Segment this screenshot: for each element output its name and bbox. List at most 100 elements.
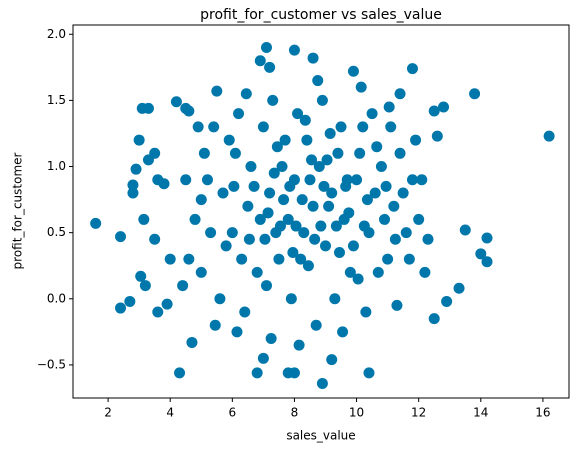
point xyxy=(164,253,176,265)
point xyxy=(416,174,428,186)
point xyxy=(287,247,299,259)
point xyxy=(422,233,434,245)
point xyxy=(135,270,147,282)
point xyxy=(149,233,161,245)
point xyxy=(380,180,392,192)
point xyxy=(307,200,319,212)
point xyxy=(469,88,481,100)
point xyxy=(335,121,347,133)
point xyxy=(282,213,294,225)
point xyxy=(329,293,341,305)
point xyxy=(347,240,359,252)
x-tick-label: 12 xyxy=(411,406,426,420)
point xyxy=(326,187,338,199)
x-tick-label: 14 xyxy=(473,406,488,420)
point xyxy=(138,213,150,225)
y-tick-label: 0.0 xyxy=(47,291,66,305)
point xyxy=(295,253,307,265)
point xyxy=(310,319,322,331)
point xyxy=(251,266,263,278)
x-tick-label: 6 xyxy=(229,406,237,420)
point xyxy=(254,55,266,67)
axes-frame xyxy=(72,24,570,399)
point xyxy=(115,231,127,243)
point xyxy=(90,217,102,229)
point xyxy=(267,94,279,106)
point xyxy=(284,180,296,192)
point xyxy=(343,207,355,219)
point xyxy=(388,200,400,212)
point xyxy=(307,52,319,64)
y-tick-label: 2.0 xyxy=(47,27,66,41)
point xyxy=(372,266,384,278)
point xyxy=(397,187,409,199)
point xyxy=(274,220,286,232)
point xyxy=(318,180,330,192)
point xyxy=(481,256,493,268)
point xyxy=(271,141,283,153)
point xyxy=(326,354,338,366)
point xyxy=(290,220,302,232)
point xyxy=(264,61,276,73)
point xyxy=(316,377,328,389)
point xyxy=(309,233,321,245)
point xyxy=(302,260,314,272)
point xyxy=(355,81,367,93)
point xyxy=(292,108,304,120)
point xyxy=(183,105,195,117)
x-axis-label: sales_value xyxy=(286,429,355,443)
point xyxy=(285,293,297,305)
point xyxy=(389,233,401,245)
point xyxy=(139,280,151,292)
point xyxy=(161,298,173,310)
point xyxy=(236,253,248,265)
point xyxy=(419,266,431,278)
y-axis-label: profit_for_customer xyxy=(11,152,25,269)
point xyxy=(233,108,245,120)
point xyxy=(240,88,252,100)
point xyxy=(257,352,269,364)
point xyxy=(254,213,266,225)
point xyxy=(403,253,415,265)
point xyxy=(358,220,370,232)
point xyxy=(223,134,235,146)
point xyxy=(273,253,285,265)
point xyxy=(379,213,391,225)
point xyxy=(428,313,440,325)
point xyxy=(375,161,387,173)
point xyxy=(262,207,274,219)
y-tick-label: −0.5 xyxy=(37,357,66,371)
point xyxy=(183,253,195,265)
point xyxy=(214,293,226,305)
point xyxy=(369,187,381,199)
point xyxy=(410,134,422,146)
point xyxy=(209,319,221,331)
point xyxy=(438,101,450,113)
point xyxy=(174,367,186,379)
point xyxy=(385,121,397,133)
point xyxy=(366,108,378,120)
point xyxy=(170,96,182,108)
point xyxy=(177,280,189,292)
point xyxy=(481,232,493,244)
point xyxy=(543,130,555,142)
point xyxy=(453,282,465,294)
point xyxy=(220,240,232,252)
point xyxy=(288,367,300,379)
point xyxy=(315,220,327,232)
point xyxy=(257,121,269,133)
point xyxy=(279,134,291,146)
point xyxy=(394,147,406,159)
point xyxy=(208,121,220,133)
x-tick-label: 10 xyxy=(349,406,364,420)
point xyxy=(394,88,406,100)
point xyxy=(127,179,139,191)
point xyxy=(337,326,349,338)
point xyxy=(383,101,395,113)
point xyxy=(239,306,251,318)
point xyxy=(198,147,210,159)
point xyxy=(278,194,290,206)
point xyxy=(260,280,272,292)
